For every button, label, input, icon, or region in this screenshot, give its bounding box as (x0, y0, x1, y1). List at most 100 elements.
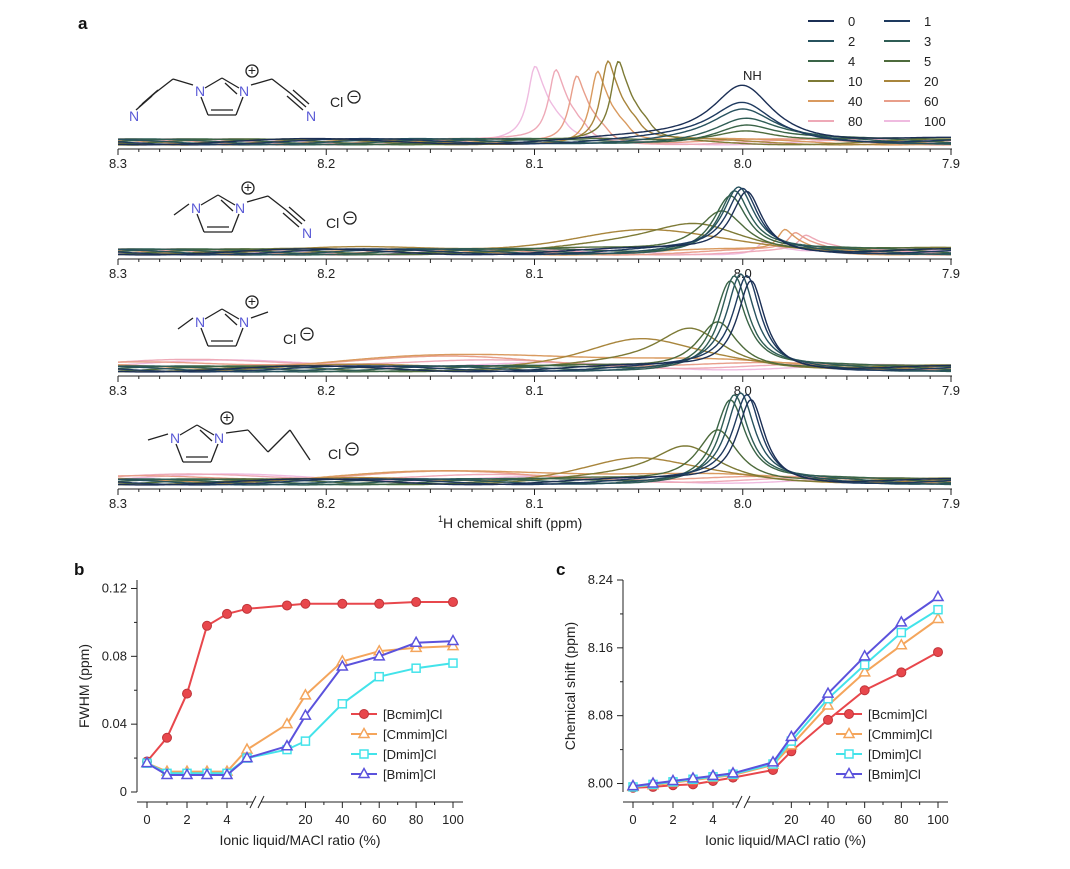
plus-charge-icon (241, 181, 255, 195)
series-bmimcl (140, 634, 460, 780)
plus-charge-sign: + (248, 62, 256, 78)
data-point (666, 773, 680, 786)
series-line (146, 757, 248, 776)
data-point (202, 620, 212, 631)
x-axis-label: Ionic liquid/MACl ratio (%) (705, 832, 866, 848)
data-point (180, 767, 194, 780)
x-tick-label: 80 (409, 812, 423, 827)
nitrogen-atom: N (195, 314, 205, 330)
data-point (374, 598, 385, 609)
x-tick-label: 40 (821, 812, 835, 827)
x-tick-label: 8.3 (109, 383, 127, 398)
data-point (859, 660, 870, 670)
x-tick-label: 100 (927, 812, 949, 827)
data-point (359, 709, 369, 719)
data-point (282, 600, 292, 611)
chloride-label: Cl (330, 94, 343, 110)
x-tick-label: 40 (335, 812, 349, 827)
bond (220, 199, 234, 212)
data-point (448, 597, 458, 608)
x-tick-label: 8.3 (109, 156, 127, 171)
bond (196, 424, 215, 436)
minus-charge-sign: − (350, 88, 358, 104)
x-tick-label: 7.9 (942, 383, 960, 398)
data-point (821, 698, 835, 710)
x-tick-label: 8.0 (734, 156, 752, 171)
data-point (280, 717, 294, 729)
nitrogen-atom: N (191, 200, 201, 216)
y-tick-label: 0.08 (102, 648, 127, 663)
structure-dmim: N N + Cl − (177, 293, 314, 347)
data-point (821, 686, 835, 698)
spectrum-panel: 8.3 8.2 8.1 8.0 7.9 (109, 186, 960, 281)
plus-charge-sign: + (244, 179, 252, 195)
spectrum-line (117, 60, 952, 146)
nmr-spectra-panels: 8.3 8.2 8.1 8.0 7.98.3 8.2 8.1 8.0 7.98.3 8.2 8.1 8… (109, 60, 960, 511)
data-point (357, 766, 371, 779)
legend-label: [Cmmim]Cl (383, 727, 447, 742)
x-axis-label: Ionic liquid/MACl ratio (%) (219, 832, 380, 848)
x-tick-label: 7.9 (942, 266, 960, 281)
data-point (220, 767, 234, 780)
spectrum-line (118, 399, 952, 486)
plus-charge-icon (245, 64, 259, 78)
bond (221, 308, 240, 320)
bond (217, 194, 236, 206)
data-point (242, 603, 252, 614)
data-point (726, 766, 740, 778)
data-point (931, 589, 945, 602)
bond (141, 89, 159, 105)
nitrogen-atom: N (306, 108, 316, 124)
x-tick-label: 20 (298, 812, 312, 827)
bond (286, 95, 304, 111)
legend-label: [Dmim]Cl (868, 747, 922, 762)
legend-label: [Bmim]Cl (383, 767, 436, 782)
legend-label: 60 (924, 94, 938, 109)
y-tick-label: 0 (120, 784, 127, 799)
spectrum-line (118, 394, 952, 486)
nitrogen-atom: N (214, 430, 224, 446)
spectrum-line (117, 186, 951, 256)
data-point (686, 771, 700, 783)
y-axis-label: Chemical shift (ppm) (562, 622, 578, 750)
data-point (896, 667, 907, 678)
y-tick-label: 8.24 (588, 572, 613, 587)
data-point (706, 768, 720, 781)
bond (200, 96, 209, 116)
axis-break-mark (257, 795, 265, 809)
chloride-label: Cl (328, 446, 341, 462)
bond (267, 429, 291, 453)
legend-label: [Bcmim]Cl (383, 707, 442, 722)
panel-c-label: c (556, 560, 565, 579)
panel-a-label: a (78, 14, 88, 33)
data-point (337, 699, 348, 709)
axis-break-mark (735, 795, 743, 809)
legend-label: 0 (848, 14, 855, 29)
legend-label: 3 (924, 34, 931, 49)
data-point (858, 649, 871, 661)
nitrogen-atom: N (239, 314, 249, 330)
data-point (280, 739, 294, 751)
bond (204, 77, 223, 89)
series-line (146, 607, 248, 763)
bond (289, 429, 311, 461)
axis-break-mark (743, 795, 751, 809)
xlabel-text: H chemical shift (ppm) (443, 515, 582, 531)
data-point (842, 726, 856, 739)
spectrum-line (117, 393, 952, 486)
data-point (140, 756, 154, 768)
series-dmimcl (628, 604, 943, 792)
x-tick-label: 7.9 (942, 496, 960, 511)
xlabel-superscript: 1 (438, 514, 443, 524)
x-tick-label: 20 (784, 812, 798, 827)
data-point (411, 597, 422, 608)
data-point (859, 685, 870, 696)
bond (292, 89, 310, 105)
nitrogen-atom: N (235, 200, 245, 216)
structure-bcmim: N N + N N Cl − (129, 62, 361, 124)
data-point (448, 658, 458, 668)
data-point (372, 649, 386, 661)
data-point (300, 598, 311, 609)
spectrum-line (118, 108, 952, 146)
structure-cmmim: N N + N Cl − (173, 179, 357, 241)
